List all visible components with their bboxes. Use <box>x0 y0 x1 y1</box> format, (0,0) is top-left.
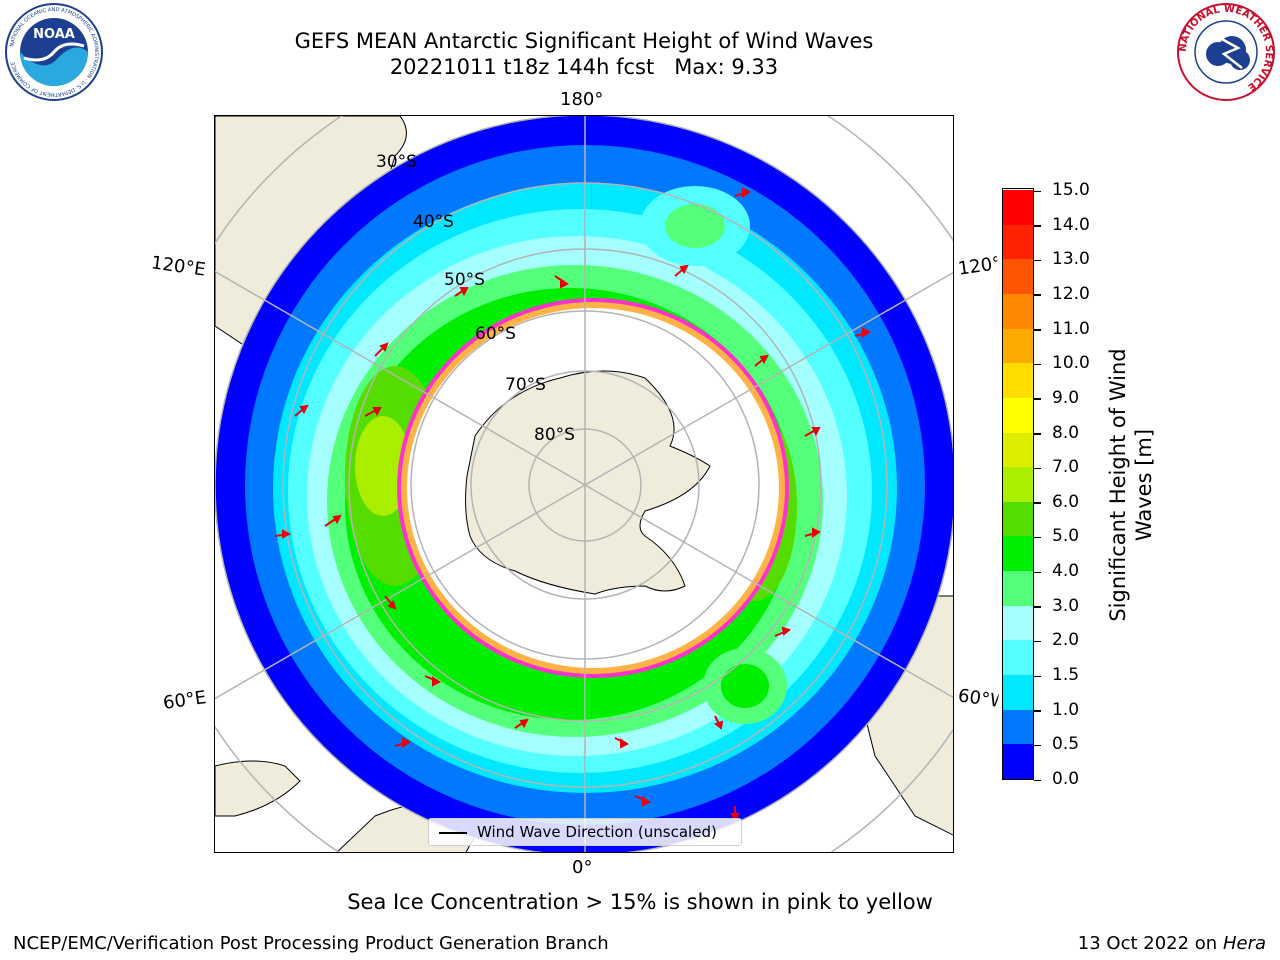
colorbar-tick-mark <box>1034 433 1041 435</box>
colorbar-segment <box>1003 743 1033 779</box>
colorbar-segment <box>1003 501 1033 537</box>
colorbar-segment <box>1003 189 1033 225</box>
colorbar-tick-mark <box>1034 779 1041 781</box>
colorbar-tick-mark <box>1034 225 1041 227</box>
colorbar-tick-mark <box>1034 675 1041 678</box>
colorbar-tick-label: 4.0 <box>1052 561 1080 582</box>
colorbar-tick-label: 13.0 <box>1052 249 1090 270</box>
colorbar-segment <box>1003 535 1033 572</box>
colorbar-label: Significant Height of Wind Waves [m] <box>1105 335 1157 635</box>
colorbar-label-line1: Significant Height of Wind <box>1106 348 1130 622</box>
colorbar-segment <box>1003 397 1033 433</box>
colorbar-tick-mark <box>1034 467 1041 470</box>
colorbar-segment <box>1003 709 1033 745</box>
colorbar-tick-mark <box>1034 190 1041 192</box>
lat-label-70s: 70°S <box>505 375 546 395</box>
lon-label-60e: 60°E <box>161 687 208 714</box>
colorbar-label-line2: Waves [m] <box>1132 428 1156 542</box>
svg-text:NOAA: NOAA <box>33 27 75 42</box>
colorbar-tick-mark <box>1034 571 1041 574</box>
colorbar-segment <box>1003 258 1033 294</box>
colorbar-tick-label: 12.0 <box>1052 283 1090 304</box>
lat-label-40s: 40°S <box>413 212 454 232</box>
colorbar-tick-mark <box>1034 536 1041 539</box>
sea-ice-caption: Sea Ice Concentration > 15% is shown in … <box>347 890 933 914</box>
chart-subtitle: 20221011 t18z 144h fcst Max: 9.33 <box>389 55 779 79</box>
map-canvas <box>215 116 953 852</box>
colorbar-segment <box>1003 570 1033 606</box>
colorbar-tick-label: 11.0 <box>1052 318 1090 339</box>
nws-logo: NATIONAL WEATHER SERVICE <box>1177 3 1275 101</box>
footer-date-text: 13 Oct 2022 on <box>1077 933 1218 954</box>
colorbar-tick-mark <box>1034 398 1041 400</box>
colorbar-tick-mark <box>1034 259 1041 262</box>
colorbar-tick-label: 0.5 <box>1052 734 1080 755</box>
lat-label-80s: 80°S <box>534 425 575 445</box>
colorbar-tick-label: 5.0 <box>1052 526 1080 547</box>
colorbar-segment <box>1003 674 1033 710</box>
colorbar-segment <box>1003 432 1033 468</box>
lon-label-120w: 120°W <box>956 253 1000 280</box>
colorbar-segment <box>1003 639 1033 676</box>
colorbar-tick-mark <box>1034 294 1041 296</box>
colorbar-tick-label: 15.0 <box>1052 180 1090 200</box>
colorbar-tick-mark <box>1034 710 1041 712</box>
colorbar-tick-label: 9.0 <box>1052 387 1080 408</box>
polar-map <box>214 115 954 853</box>
wind-wave-arrows <box>274 187 871 823</box>
antarctica <box>465 370 711 595</box>
colorbar-segment <box>1003 328 1033 364</box>
colorbar-tick-mark <box>1034 329 1041 331</box>
colorbar-tick-label: 2.0 <box>1052 630 1080 651</box>
colorbar-tick-label: 1.0 <box>1052 699 1080 720</box>
colorbar-segment <box>1003 466 1033 502</box>
legend-label: Wind Wave Direction (unscaled) <box>477 823 717 841</box>
map-legend: Wind Wave Direction (unscaled) <box>428 818 742 846</box>
lat-label-60s: 60°S <box>475 324 516 344</box>
chart-title: GEFS MEAN Antarctic Significant Height o… <box>294 29 874 53</box>
colorbar-tick-label: 14.0 <box>1052 214 1090 235</box>
colorbar-tick-mark <box>1034 502 1041 504</box>
colorbar-segment <box>1003 224 1033 260</box>
footer-date: 13 Oct 2022 on Hera <box>1078 933 1266 954</box>
colorbar-tick-label: 7.0 <box>1052 457 1080 478</box>
colorbar <box>1002 188 1034 780</box>
lat-label-30s: 30°S <box>376 152 417 172</box>
colorbar-tick-label: 10.0 <box>1052 353 1090 374</box>
colorbar-tick-mark <box>1034 606 1041 608</box>
colorbar-tick-mark <box>1034 363 1041 366</box>
colorbar-tick-label: 0.0 <box>1052 769 1080 789</box>
colorbar-segment <box>1003 293 1033 329</box>
lon-label-60w: 60°W <box>956 685 1000 712</box>
lat-label-50s: 50°S <box>444 270 485 290</box>
colorbar-tick-label: 1.5 <box>1052 665 1080 686</box>
footer-branch: NCEP/EMC/Verification Post Processing Pr… <box>13 933 609 954</box>
lon-label-120e: 120°E <box>149 252 207 281</box>
colorbar-tick-label: 3.0 <box>1052 595 1080 616</box>
legend-line-swatch <box>439 832 467 834</box>
footer-host: Hera <box>1222 933 1266 954</box>
lon-label-0: 0° <box>572 857 593 878</box>
colorbar-segment <box>1003 362 1033 398</box>
colorbar-tick-label: 8.0 <box>1052 422 1080 443</box>
graticule <box>215 116 953 852</box>
lon-label-180: 180° <box>560 89 604 110</box>
colorbar-tick-mark <box>1034 744 1041 747</box>
noaa-logo: NOAA NATIONAL OCEANIC AND ATMOSPHERIC AD… <box>5 3 103 101</box>
colorbar-segment <box>1003 605 1033 641</box>
colorbar-tick-mark <box>1034 640 1041 643</box>
colorbar-tick-label: 6.0 <box>1052 491 1080 512</box>
